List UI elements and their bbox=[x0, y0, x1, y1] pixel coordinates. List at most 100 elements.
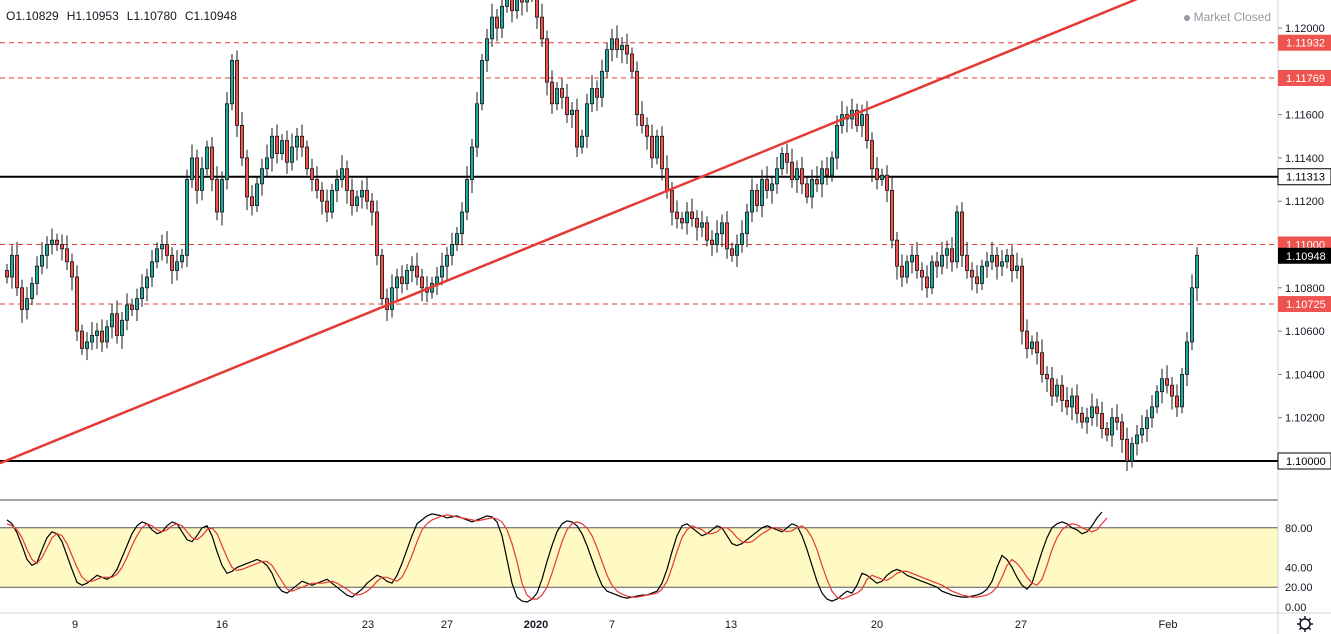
candle-body bbox=[224, 103, 229, 180]
candle-body bbox=[1055, 384, 1060, 397]
candle-body bbox=[955, 211, 960, 263]
candle-body bbox=[209, 146, 214, 180]
status-dot-icon bbox=[1183, 14, 1190, 21]
time-axis[interactable]: 9 16 23 27 2020 7 13 20 27 Feb bbox=[0, 612, 1331, 631]
candle-body bbox=[494, 16, 499, 29]
candle-body bbox=[920, 270, 925, 278]
candle-body bbox=[139, 287, 144, 300]
candle-body bbox=[284, 140, 289, 163]
candle-body bbox=[965, 254, 970, 271]
candle-body bbox=[515, 0, 520, 12]
open-value: O1.10829 bbox=[6, 9, 59, 23]
last-price-tag bbox=[1278, 247, 1331, 264]
candle-body bbox=[95, 330, 100, 336]
candle-body bbox=[685, 211, 690, 224]
candle-body bbox=[264, 157, 269, 170]
candle-body bbox=[625, 44, 630, 55]
candle-body bbox=[1000, 261, 1005, 267]
price-tick-label: 1.10400 bbox=[1285, 369, 1325, 381]
candle-body bbox=[464, 179, 469, 213]
stoch-tick-label: 80.00 bbox=[1285, 523, 1313, 535]
candle-body bbox=[660, 135, 665, 170]
time-tick-label: 2020 bbox=[524, 619, 548, 631]
candle-body bbox=[720, 222, 725, 235]
ohlc-legend: O1.10829 H1.10953 L1.10780 C1.10948 bbox=[6, 9, 245, 23]
candle-body bbox=[40, 254, 45, 267]
candle-body bbox=[339, 168, 344, 180]
level-tag-label: 1.10725 bbox=[1286, 299, 1326, 311]
candle-body bbox=[289, 146, 294, 163]
candle-body bbox=[214, 179, 219, 213]
candle-body bbox=[299, 135, 304, 148]
candle-body bbox=[700, 222, 705, 228]
candle-body bbox=[935, 261, 940, 267]
candle-body bbox=[635, 70, 640, 116]
candle-body bbox=[1080, 412, 1085, 423]
candle-body bbox=[615, 38, 620, 51]
stochastic-pane[interactable] bbox=[0, 511, 1278, 603]
price-pane[interactable] bbox=[0, 0, 1278, 501]
candle-body bbox=[1025, 330, 1030, 349]
price-axis[interactable]: 1.12000 1.11600 1.11400 1.11200 1.10800 1.106… bbox=[1277, 0, 1331, 634]
candle-body bbox=[775, 168, 780, 185]
candle-body bbox=[890, 189, 895, 241]
candle-body bbox=[680, 218, 685, 224]
candle-body bbox=[279, 140, 284, 154]
candle-body bbox=[374, 211, 379, 256]
candle-body bbox=[329, 189, 334, 213]
gear-icon[interactable] bbox=[1297, 616, 1313, 632]
candle-body bbox=[454, 233, 459, 245]
candle-body bbox=[950, 248, 955, 263]
candle-body bbox=[1105, 428, 1110, 436]
candle-body bbox=[70, 261, 75, 278]
candle-body bbox=[334, 179, 339, 191]
candle-body bbox=[1140, 428, 1145, 436]
candle-body bbox=[9, 254, 14, 278]
candle-body bbox=[665, 168, 670, 191]
candle-body bbox=[1170, 384, 1175, 397]
candle-body bbox=[444, 254, 449, 267]
high-value: H1.10953 bbox=[66, 9, 119, 23]
candle-body bbox=[414, 265, 419, 278]
candle-body bbox=[1130, 443, 1135, 462]
candle-body bbox=[189, 157, 194, 180]
price-tick-label: 1.11400 bbox=[1285, 153, 1324, 165]
candle-body bbox=[1020, 265, 1025, 332]
candle-body bbox=[314, 179, 319, 191]
candle-body bbox=[80, 330, 85, 349]
candle-body bbox=[620, 44, 625, 51]
candle-body bbox=[925, 276, 930, 289]
candle-body bbox=[35, 265, 40, 284]
candle-body bbox=[1075, 395, 1080, 414]
candle-body bbox=[785, 153, 790, 163]
price-tick-label: 1.10600 bbox=[1285, 326, 1325, 338]
candle-body bbox=[880, 174, 885, 180]
candle-body bbox=[900, 265, 905, 278]
candle-body bbox=[1145, 417, 1150, 429]
candle-body bbox=[915, 254, 920, 271]
market-status-label: Market Closed bbox=[1193, 10, 1271, 24]
candle-body bbox=[1070, 395, 1075, 408]
candle-body bbox=[815, 179, 820, 185]
candle-body bbox=[580, 135, 585, 148]
low-value: L1.10780 bbox=[126, 9, 177, 23]
candle-body bbox=[825, 168, 830, 176]
candle-body bbox=[509, 0, 514, 12]
gear-tooth bbox=[1308, 627, 1312, 631]
candle-body bbox=[105, 326, 110, 343]
candle-body bbox=[975, 276, 980, 284]
candle-body bbox=[1155, 391, 1160, 408]
candle-body bbox=[990, 254, 995, 263]
candle-body bbox=[565, 96, 570, 115]
candle-body bbox=[805, 183, 810, 198]
gear-tooth bbox=[1298, 627, 1302, 631]
candle-body bbox=[100, 330, 105, 343]
time-tick-label: 16 bbox=[216, 619, 228, 631]
candle-body bbox=[1160, 378, 1165, 393]
candle-body bbox=[1110, 417, 1115, 436]
price-tick-label: 1.11200 bbox=[1285, 196, 1324, 208]
candle-body bbox=[60, 244, 65, 250]
level-tag bbox=[1278, 34, 1331, 51]
candle-body bbox=[419, 276, 424, 289]
